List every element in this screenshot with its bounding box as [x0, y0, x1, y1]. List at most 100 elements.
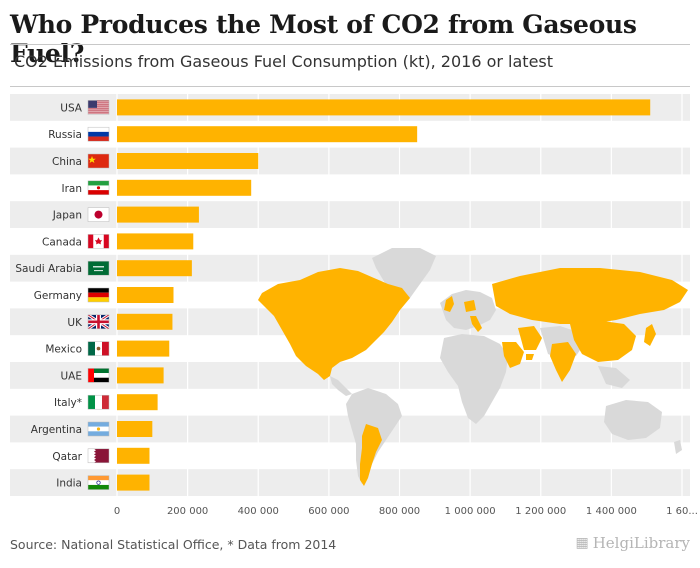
- x-tick-labels: 0 200 000 400 000 600 000 800 000 1 000 000 1 …: [114, 506, 698, 517]
- bar: [117, 126, 418, 143]
- us-flag: [88, 100, 109, 115]
- russia-flag: [88, 127, 109, 142]
- x-tick-label: 1 200 000: [515, 506, 566, 517]
- map-southeast-asia: [598, 366, 630, 388]
- category-label: China: [52, 156, 82, 168]
- x-tick-label: 400 000: [238, 506, 279, 517]
- map-new-zealand: [674, 440, 682, 454]
- map-china: [570, 320, 636, 362]
- category-label: USA: [60, 102, 83, 114]
- flag-border: [87, 207, 110, 222]
- category-label: Japan: [52, 210, 82, 222]
- bar: [117, 447, 150, 464]
- subtitle-divider: [10, 86, 690, 87]
- x-tick-label: 1 400 000: [586, 506, 637, 517]
- category-labels: USA Russia China Iran Japan Canada Saudi Arabi…: [15, 102, 83, 489]
- brand-logo[interactable]: ▦ HelgiLibrary: [575, 534, 690, 552]
- uk-flag: [88, 314, 109, 329]
- bar: [117, 367, 164, 384]
- flag-border: [87, 394, 110, 410]
- row-stripe: [10, 147, 690, 175]
- map-africa: [440, 334, 508, 424]
- flag-border: [87, 180, 110, 196]
- x-tick-label: 200 000: [167, 506, 208, 517]
- map-north-america: [258, 268, 410, 380]
- x-tick-label: 1 000 000: [445, 506, 496, 517]
- row-stripe: [10, 201, 690, 228]
- row-stripe: [10, 469, 690, 496]
- map-uk: [444, 296, 454, 312]
- italy-flag: [88, 395, 109, 410]
- bar: [117, 260, 192, 277]
- flag-border: [87, 100, 110, 115]
- category-label: India: [56, 478, 82, 490]
- map-italy: [470, 316, 482, 332]
- mexico-flag: [88, 341, 109, 356]
- bar: [117, 313, 173, 330]
- chart-title: Who Produces the Most of CO2 from Gaseou…: [10, 10, 637, 68]
- map-saudi-arabia: [502, 342, 524, 368]
- bar: [117, 153, 259, 169]
- bar: [117, 421, 153, 437]
- library-icon: ▦: [575, 535, 589, 551]
- category-label: Mexico: [45, 344, 82, 356]
- bar: [117, 474, 150, 491]
- category-label: UAE: [60, 370, 82, 382]
- category-label: Argentina: [31, 424, 82, 436]
- map-uae: [526, 354, 534, 360]
- flag-border: [87, 234, 110, 249]
- canada-flag: [88, 234, 109, 249]
- category-label: Germany: [34, 290, 82, 302]
- source-note: Source: National Statistical Office, * D…: [10, 537, 337, 552]
- map-argentina: [360, 424, 382, 486]
- map-germany: [464, 300, 476, 312]
- saudi-arabia-flag: [88, 261, 109, 276]
- category-label: Qatar: [52, 451, 82, 463]
- uae-flag: [88, 368, 109, 383]
- x-tick-label: 0: [114, 506, 120, 517]
- flag-border: [87, 260, 110, 276]
- category-label: Iran: [61, 183, 82, 195]
- category-label: Russia: [48, 129, 82, 141]
- bar: [117, 340, 170, 357]
- iran-flag: [88, 180, 109, 195]
- brand-name: HelgiLibrary: [592, 534, 690, 552]
- map-australia: [604, 400, 662, 440]
- map-japan: [644, 324, 656, 346]
- flag-border: [87, 448, 110, 464]
- flag-border: [87, 287, 110, 303]
- bar-chart: USA Russia China Iran Japan Canada Saudi Arabi…: [10, 94, 698, 517]
- china-flag: [88, 154, 109, 168]
- chart-subtitle: CO2 Emissions from Gaseous Fuel Consumpt…: [14, 52, 554, 71]
- qatar-flag: [88, 448, 109, 463]
- flag-border: [87, 153, 110, 169]
- flags: [87, 100, 110, 490]
- x-tick-label: 600 000: [308, 506, 349, 517]
- flag-border: [87, 126, 110, 142]
- argentina-flag: [88, 422, 109, 436]
- india-flag: [88, 475, 109, 490]
- bar: [117, 99, 651, 116]
- bar: [117, 179, 252, 196]
- category-label: Saudi Arabia: [15, 263, 82, 275]
- x-tick-label: 800 000: [379, 506, 420, 517]
- map-iran: [518, 326, 542, 350]
- bar: [117, 206, 199, 223]
- germany-flag: [88, 288, 109, 302]
- flag-border: [87, 421, 110, 437]
- flag-border: [87, 475, 110, 490]
- japan-flag: [88, 207, 109, 222]
- flag-border: [87, 368, 110, 383]
- x-tick-label: 1 60...: [666, 506, 698, 517]
- title-divider: [10, 44, 690, 45]
- row-stripe: [10, 362, 690, 389]
- bar: [117, 287, 174, 303]
- category-label: Italy*: [54, 397, 82, 409]
- world-map: [258, 248, 688, 486]
- category-label: Canada: [42, 236, 82, 248]
- flag-border: [87, 314, 110, 330]
- bar: [117, 233, 194, 250]
- map-india: [550, 342, 576, 382]
- flag-border: [87, 341, 110, 356]
- category-label: UK: [67, 317, 83, 329]
